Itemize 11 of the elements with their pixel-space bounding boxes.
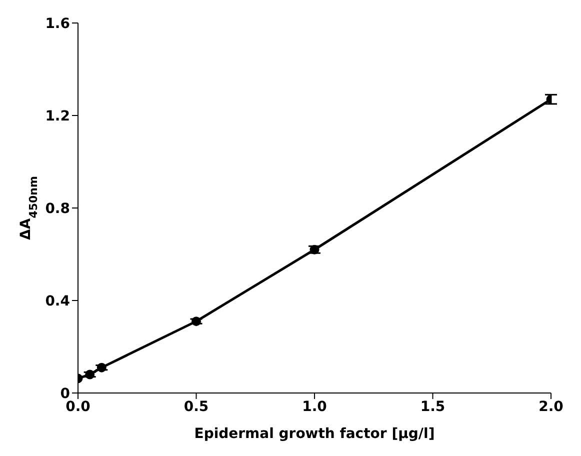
point xyxy=(310,244,320,254)
y-tick-label: 1.6 xyxy=(45,16,70,32)
x-tick-label: 2.0 xyxy=(538,398,564,415)
y-tick-label: 0.8 xyxy=(45,200,70,217)
x-tick-label: 1.0 xyxy=(302,398,328,415)
x-tick-label: 1.5 xyxy=(420,398,446,415)
x-tick-label: 0.5 xyxy=(184,398,209,415)
y-tick-label: 0.4 xyxy=(45,293,70,310)
x-axis-title: Epidermal growth factor [µg/l] xyxy=(194,426,435,442)
y-tick-label: 1.2 xyxy=(45,108,70,124)
point xyxy=(192,316,201,326)
